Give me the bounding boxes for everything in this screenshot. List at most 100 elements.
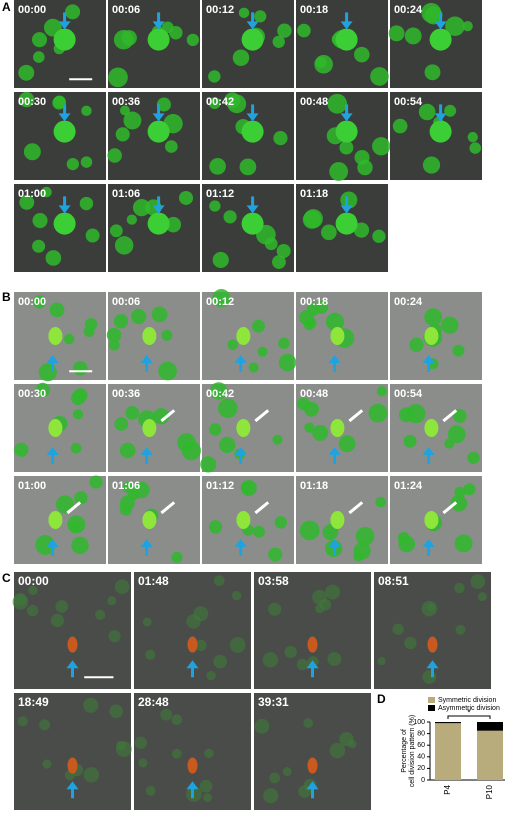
cell [329, 162, 349, 181]
cell [354, 46, 370, 63]
time-label: 01:00 [18, 188, 46, 200]
cell [53, 120, 76, 143]
cell [278, 337, 290, 349]
cell [452, 344, 465, 357]
arrow-head [140, 539, 153, 547]
bar-segment [435, 722, 461, 724]
cell [467, 451, 480, 465]
cell [268, 547, 283, 562]
cell [17, 716, 28, 727]
cell [35, 535, 56, 555]
cell [42, 759, 52, 769]
cell [109, 224, 123, 238]
cell [55, 600, 69, 613]
time-label: 00:36 [112, 96, 140, 108]
cell [454, 534, 473, 553]
cell [178, 190, 194, 205]
cell [153, 408, 170, 425]
cell [327, 93, 348, 114]
cell [338, 435, 356, 453]
arrow-head [46, 539, 59, 547]
cell [147, 120, 170, 143]
cell [447, 425, 466, 444]
cell [335, 212, 358, 235]
cell [254, 10, 267, 23]
time-label: 00:06 [112, 4, 140, 16]
cell [277, 23, 292, 38]
cell [325, 312, 345, 331]
cell [303, 209, 323, 229]
cell [377, 657, 386, 666]
time-label: 00:30 [18, 96, 46, 108]
x-tick-label: P4 [443, 784, 452, 794]
cell [354, 149, 370, 165]
cell [18, 91, 35, 108]
cell [241, 481, 253, 493]
cell [53, 212, 76, 235]
arrow-head [58, 21, 71, 30]
cell [204, 748, 214, 759]
cell [142, 617, 152, 627]
cell [23, 143, 41, 161]
cell [193, 606, 209, 622]
cell [276, 243, 291, 259]
cell [424, 64, 441, 81]
cell [355, 526, 375, 546]
arrow-head [422, 355, 435, 363]
cell [327, 652, 342, 667]
panel-label: A [2, 0, 11, 14]
cell [26, 604, 39, 617]
cell [321, 224, 337, 241]
cell [388, 25, 405, 42]
cell [52, 96, 66, 110]
time-label: 00:00 [18, 296, 46, 308]
bar-segment [477, 730, 503, 780]
cell [187, 757, 198, 774]
cell [187, 636, 198, 653]
cell [109, 704, 123, 719]
arrow-head [328, 447, 341, 455]
cell [227, 339, 239, 351]
cell [403, 434, 417, 448]
cell [89, 475, 103, 489]
cell [114, 417, 129, 431]
time-label: 01:18 [300, 188, 328, 200]
cell [257, 346, 268, 357]
cell [158, 361, 178, 381]
cell [463, 483, 476, 496]
arrow-head [234, 539, 247, 547]
cell [429, 120, 452, 143]
arrow-head [234, 447, 247, 455]
cell [209, 200, 221, 212]
cell [307, 636, 318, 653]
cell [272, 255, 286, 269]
cell [418, 103, 436, 121]
y-tick-label: 100 [413, 719, 425, 726]
cell [469, 142, 482, 154]
cell [306, 302, 321, 316]
panel-label: C [2, 571, 11, 585]
cell [134, 736, 147, 749]
cell [66, 157, 79, 171]
cell [427, 636, 438, 653]
arrow-head [152, 21, 165, 30]
cell [241, 28, 264, 51]
cell [392, 118, 408, 134]
cell [67, 636, 78, 653]
arrow-head [426, 660, 439, 669]
cell [330, 327, 345, 345]
cell [65, 4, 81, 20]
cell [232, 49, 250, 66]
cell [71, 536, 89, 555]
cell [424, 6, 443, 25]
cell [219, 436, 236, 454]
cell [404, 636, 417, 650]
cell [125, 405, 140, 420]
cell [441, 316, 459, 334]
cell [55, 495, 74, 514]
cell [339, 731, 354, 747]
cell [14, 442, 29, 457]
cell [31, 32, 48, 48]
cell [142, 327, 157, 345]
cell [48, 327, 63, 345]
